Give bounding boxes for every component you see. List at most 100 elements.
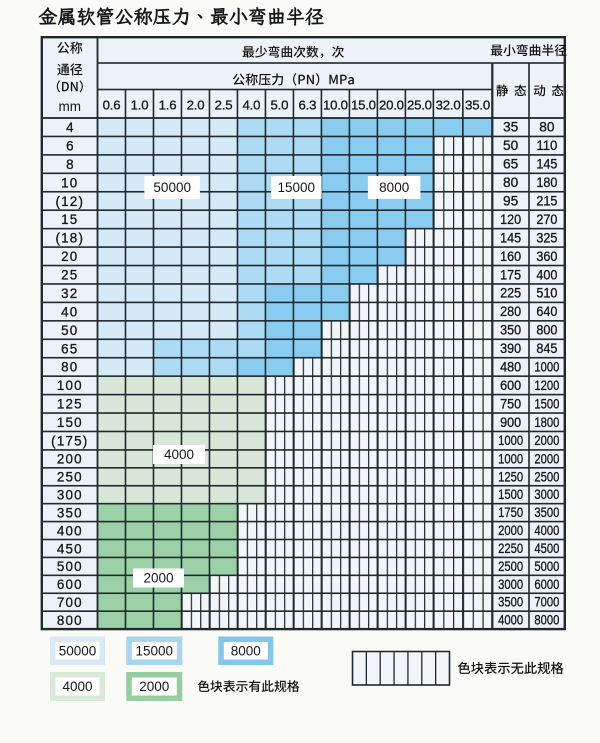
svg-text:2000: 2000 <box>498 523 523 538</box>
svg-text:2.0: 2.0 <box>187 98 205 113</box>
svg-text:4000: 4000 <box>164 447 194 462</box>
svg-text:120: 120 <box>500 212 521 227</box>
svg-text:65: 65 <box>503 157 519 172</box>
svg-text:2500: 2500 <box>498 559 523 574</box>
svg-text:32: 32 <box>61 286 78 301</box>
svg-text:80: 80 <box>539 120 555 135</box>
svg-text:6.3: 6.3 <box>299 98 317 113</box>
svg-text:10: 10 <box>61 175 78 190</box>
svg-text:4: 4 <box>66 120 74 135</box>
svg-text:95: 95 <box>503 194 519 209</box>
svg-text:1000: 1000 <box>498 451 523 466</box>
svg-text:1000: 1000 <box>498 433 523 448</box>
svg-text:8000: 8000 <box>379 180 409 195</box>
svg-text:270: 270 <box>536 212 557 227</box>
svg-text:25.0: 25.0 <box>407 98 432 113</box>
svg-text:(18): (18) <box>55 231 84 246</box>
svg-text:65: 65 <box>61 341 78 356</box>
svg-text:20: 20 <box>61 249 78 264</box>
svg-text:4000: 4000 <box>498 613 523 628</box>
svg-text:2250: 2250 <box>498 541 523 556</box>
svg-text:110: 110 <box>536 138 557 153</box>
svg-text:845: 845 <box>536 341 557 356</box>
svg-text:350: 350 <box>500 323 521 338</box>
svg-text:350: 350 <box>57 505 83 520</box>
svg-text:280: 280 <box>500 304 521 319</box>
svg-text:6000: 6000 <box>534 577 559 592</box>
svg-text:640: 640 <box>536 304 557 319</box>
svg-text:50000: 50000 <box>153 180 191 195</box>
svg-text:8000: 8000 <box>534 613 559 628</box>
svg-text:360: 360 <box>536 249 557 264</box>
svg-text:3000: 3000 <box>534 487 559 502</box>
svg-text:32.0: 32.0 <box>436 98 461 113</box>
svg-text:8: 8 <box>66 157 73 172</box>
svg-text:3500: 3500 <box>498 595 523 610</box>
svg-text:1500: 1500 <box>534 396 559 411</box>
svg-text:3000: 3000 <box>498 577 523 592</box>
svg-text:300: 300 <box>57 488 83 503</box>
svg-text:35: 35 <box>503 120 519 135</box>
svg-text:10.0: 10.0 <box>323 98 348 113</box>
svg-text:225: 225 <box>500 286 521 301</box>
svg-text:900: 900 <box>500 415 521 430</box>
svg-text:3500: 3500 <box>534 505 559 520</box>
svg-text:2000: 2000 <box>534 433 559 448</box>
svg-text:50: 50 <box>61 323 78 338</box>
svg-text:750: 750 <box>500 396 521 411</box>
svg-text:1750: 1750 <box>498 505 523 520</box>
svg-text:1200: 1200 <box>534 378 559 393</box>
svg-text:160: 160 <box>500 249 521 264</box>
svg-text:80: 80 <box>61 360 78 375</box>
svg-text:50: 50 <box>503 138 519 153</box>
svg-text:480: 480 <box>500 360 521 375</box>
svg-text:2.5: 2.5 <box>215 98 233 113</box>
svg-text:80: 80 <box>503 175 519 190</box>
svg-text:4000: 4000 <box>62 679 92 694</box>
svg-text:1800: 1800 <box>534 415 559 430</box>
svg-text:500: 500 <box>57 559 83 574</box>
svg-text:125: 125 <box>57 397 83 412</box>
svg-text:600: 600 <box>500 378 521 393</box>
svg-text:1.0: 1.0 <box>131 98 149 113</box>
svg-text:215: 215 <box>536 194 557 209</box>
svg-text:1000: 1000 <box>534 360 559 375</box>
svg-text:15: 15 <box>61 212 78 227</box>
svg-text:390: 390 <box>500 341 521 356</box>
svg-text:1250: 1250 <box>498 469 523 484</box>
svg-text:150: 150 <box>57 415 83 430</box>
svg-text:800: 800 <box>57 613 83 628</box>
svg-text:6: 6 <box>66 139 73 154</box>
svg-text:400: 400 <box>57 523 83 538</box>
svg-text:145: 145 <box>536 157 557 172</box>
svg-text:mm: mm <box>59 99 82 114</box>
svg-text:450: 450 <box>57 541 83 556</box>
svg-text:5.0: 5.0 <box>271 98 289 113</box>
svg-text:15000: 15000 <box>136 644 174 659</box>
svg-text:7000: 7000 <box>534 595 559 610</box>
svg-text:200: 200 <box>57 452 83 467</box>
svg-text:20.0: 20.0 <box>379 98 404 113</box>
svg-text:2000: 2000 <box>534 451 559 466</box>
svg-text:1.6: 1.6 <box>159 98 177 113</box>
svg-text:180: 180 <box>536 175 557 190</box>
svg-text:250: 250 <box>57 470 83 485</box>
svg-text:325: 325 <box>536 230 557 245</box>
svg-text:50000: 50000 <box>59 644 97 659</box>
svg-text:15.0: 15.0 <box>351 98 376 113</box>
svg-text:700: 700 <box>57 595 83 610</box>
svg-text:4500: 4500 <box>534 541 559 556</box>
svg-text:145: 145 <box>500 230 521 245</box>
svg-text:5000: 5000 <box>534 559 559 574</box>
svg-text:8000: 8000 <box>231 644 261 659</box>
svg-text:600: 600 <box>57 577 83 592</box>
svg-text:35.0: 35.0 <box>465 98 490 113</box>
svg-text:175: 175 <box>500 267 521 282</box>
svg-text:800: 800 <box>536 323 557 338</box>
svg-text:2000: 2000 <box>143 571 173 586</box>
svg-text:4.0: 4.0 <box>243 98 261 113</box>
svg-text:40: 40 <box>61 304 78 319</box>
svg-text:2500: 2500 <box>534 469 559 484</box>
svg-text:15000: 15000 <box>278 180 316 195</box>
svg-text:400: 400 <box>536 267 557 282</box>
